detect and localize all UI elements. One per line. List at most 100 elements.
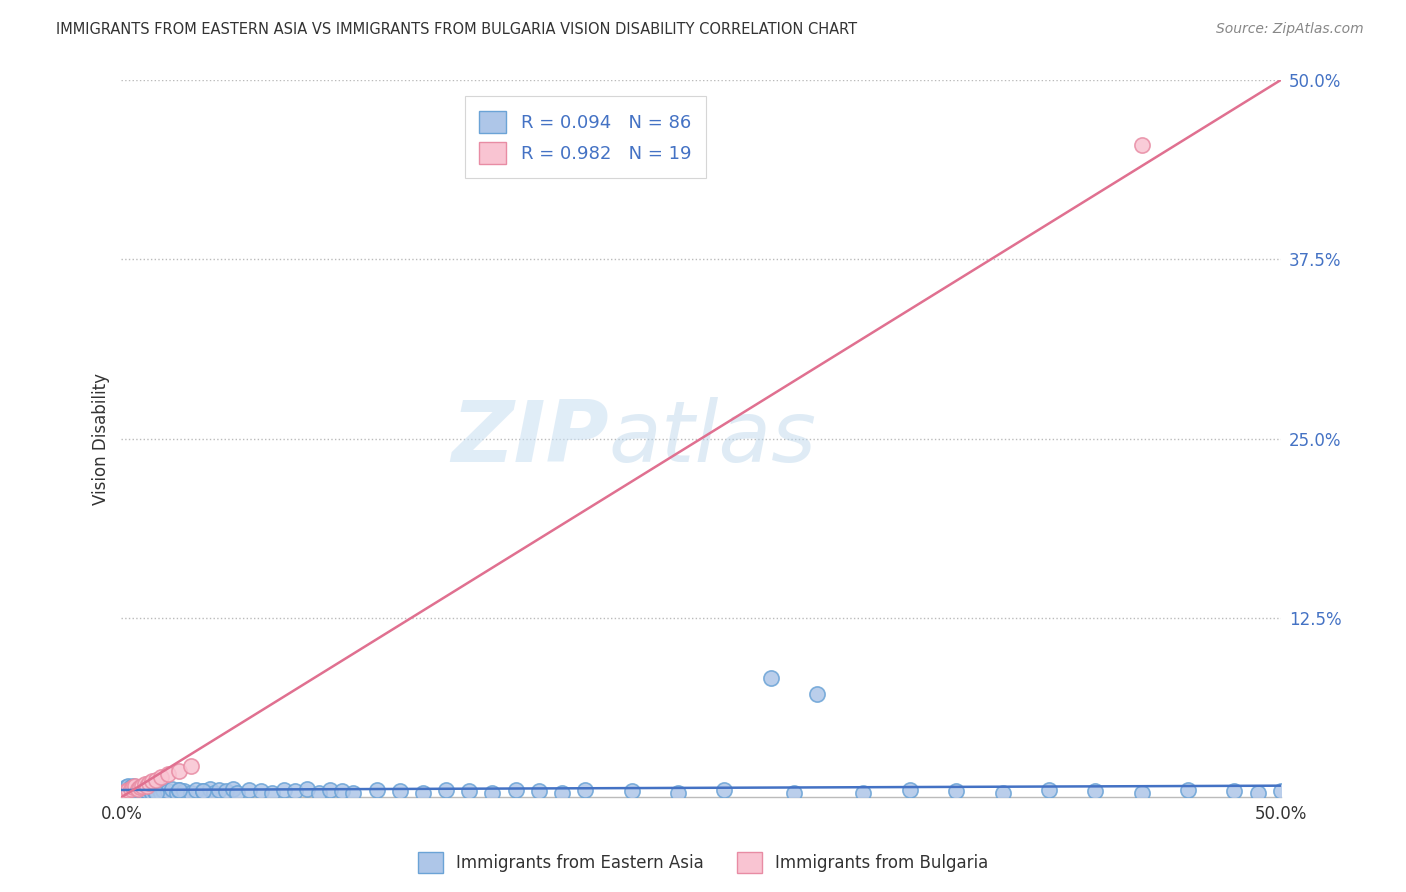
Point xyxy=(149,786,172,800)
Text: IMMIGRANTS FROM EASTERN ASIA VS IMMIGRANTS FROM BULGARIA VISION DISABILITY CORRE: IMMIGRANTS FROM EASTERN ASIA VS IMMIGRAN… xyxy=(56,22,858,37)
Point xyxy=(226,786,249,800)
Point xyxy=(262,786,284,800)
Point xyxy=(191,784,214,798)
Point xyxy=(122,783,145,797)
Point xyxy=(129,780,152,794)
Point xyxy=(806,687,828,701)
Point xyxy=(169,783,191,797)
Point xyxy=(124,780,146,794)
Point xyxy=(238,783,260,797)
Point xyxy=(527,784,550,798)
Point xyxy=(131,779,153,793)
Point xyxy=(284,784,307,798)
Point xyxy=(134,777,156,791)
Point xyxy=(117,779,139,793)
Point xyxy=(115,780,138,794)
Point xyxy=(112,786,135,800)
Point xyxy=(388,784,411,798)
Point xyxy=(330,784,353,798)
Point xyxy=(120,781,142,796)
Point xyxy=(1084,784,1107,798)
Point xyxy=(117,784,139,798)
Point xyxy=(122,781,145,796)
Point xyxy=(131,784,153,798)
Point xyxy=(134,783,156,797)
Point xyxy=(115,784,138,798)
Point xyxy=(1223,784,1246,798)
Point xyxy=(138,781,160,796)
Point xyxy=(222,781,245,796)
Point xyxy=(1177,783,1199,797)
Point xyxy=(129,786,152,800)
Point xyxy=(152,783,174,797)
Point xyxy=(208,783,231,797)
Point xyxy=(142,783,165,797)
Point xyxy=(180,758,202,772)
Point xyxy=(249,784,271,798)
Point xyxy=(115,786,138,800)
Point xyxy=(481,786,503,800)
Point xyxy=(124,786,146,800)
Text: Source: ZipAtlas.com: Source: ZipAtlas.com xyxy=(1216,22,1364,37)
Point xyxy=(145,772,167,787)
Point xyxy=(620,784,643,798)
Point xyxy=(1270,784,1292,798)
Point xyxy=(141,774,163,789)
Point xyxy=(1038,783,1060,797)
Point xyxy=(173,784,195,798)
Point xyxy=(342,786,364,800)
Point xyxy=(852,786,875,800)
Point xyxy=(127,781,149,796)
Point xyxy=(148,781,170,796)
Point xyxy=(180,786,202,800)
Point xyxy=(198,781,221,796)
Point xyxy=(295,781,318,796)
Point xyxy=(759,671,782,685)
Point xyxy=(458,784,481,798)
Point xyxy=(145,784,167,798)
Point xyxy=(136,784,159,798)
Point xyxy=(149,770,172,784)
Point xyxy=(273,783,295,797)
Point xyxy=(162,781,184,796)
Point xyxy=(1246,786,1268,800)
Y-axis label: Vision Disability: Vision Disability xyxy=(93,373,110,505)
Point xyxy=(574,783,596,797)
Point xyxy=(120,780,142,794)
Point xyxy=(551,786,574,800)
Point xyxy=(505,783,527,797)
Point xyxy=(129,781,152,796)
Point xyxy=(166,786,188,800)
Point xyxy=(112,783,135,797)
Text: atlas: atlas xyxy=(609,397,817,480)
Point xyxy=(202,786,225,800)
Point xyxy=(122,780,145,794)
Point xyxy=(366,783,388,797)
Point xyxy=(122,779,145,793)
Point xyxy=(124,779,146,793)
Point xyxy=(145,786,167,800)
Point xyxy=(124,783,146,797)
Point xyxy=(117,781,139,796)
Point xyxy=(991,786,1014,800)
Point xyxy=(134,786,156,800)
Point xyxy=(138,776,160,790)
Point xyxy=(783,786,806,800)
Point xyxy=(169,764,191,779)
Point xyxy=(1130,137,1153,152)
Point xyxy=(122,784,145,798)
Point xyxy=(141,786,163,800)
Point xyxy=(319,783,342,797)
Point xyxy=(120,783,142,797)
Point xyxy=(156,767,179,781)
Point xyxy=(127,784,149,798)
Point xyxy=(120,786,142,800)
Point xyxy=(898,783,921,797)
Legend: Immigrants from Eastern Asia, Immigrants from Bulgaria: Immigrants from Eastern Asia, Immigrants… xyxy=(411,846,995,880)
Point xyxy=(1130,786,1153,800)
Legend: R = 0.094   N = 86, R = 0.982   N = 19: R = 0.094 N = 86, R = 0.982 N = 19 xyxy=(465,96,706,178)
Point xyxy=(666,786,689,800)
Point xyxy=(127,781,149,796)
Point xyxy=(215,784,238,798)
Point xyxy=(191,784,214,798)
